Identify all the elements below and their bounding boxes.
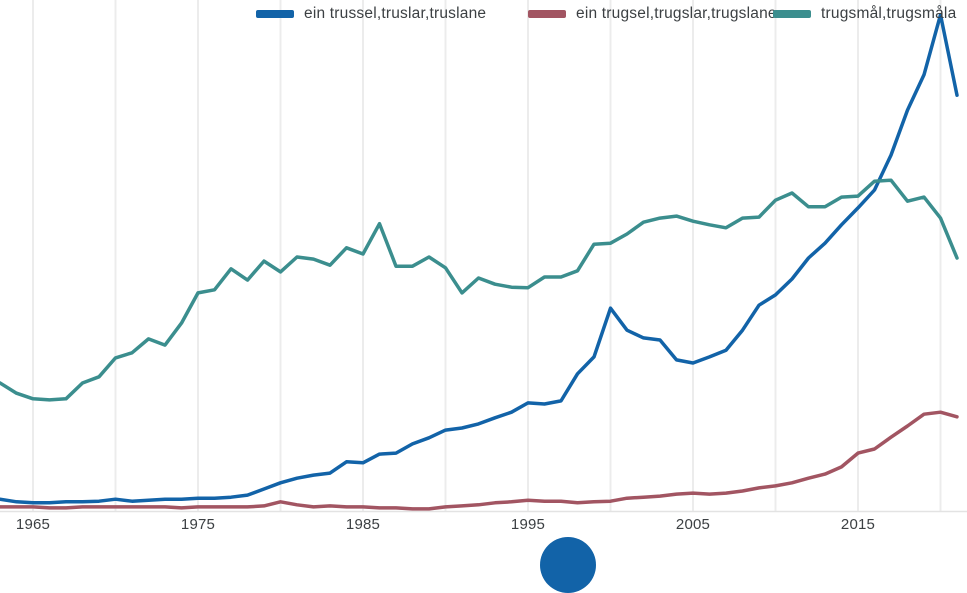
legend-label: ein trugsel,trugslar,trugslane bbox=[576, 5, 777, 22]
x-axis-tick-label: 1965 bbox=[15, 516, 51, 533]
legend-swatch-icon bbox=[528, 10, 566, 18]
series-line-0[interactable] bbox=[0, 13, 959, 505]
x-axis-tick-label: 2005 bbox=[675, 516, 711, 533]
legend-item-trugsmal[interactable]: trugsmål,trugsmåla bbox=[773, 4, 956, 24]
x-axis-tick-label: 1995 bbox=[510, 516, 546, 533]
series-line-2[interactable] bbox=[0, 178, 959, 402]
fab-button[interactable] bbox=[540, 537, 596, 593]
chart-canvas[interactable] bbox=[0, 0, 967, 541]
legend-swatch-icon bbox=[256, 10, 294, 18]
x-axis-tick-label: 1985 bbox=[345, 516, 381, 533]
legend-item-trugsel[interactable]: ein trugsel,trugslar,trugslane bbox=[528, 4, 777, 24]
legend-item-trussel[interactable]: ein trussel,truslar,truslane bbox=[256, 4, 486, 24]
x-axis-tick-label: 2015 bbox=[840, 516, 876, 533]
series-line-1[interactable] bbox=[0, 410, 959, 511]
x-axis-tick-label: 1975 bbox=[180, 516, 216, 533]
legend-label: trugsmål,trugsmåla bbox=[821, 5, 957, 22]
legend-swatch-icon bbox=[773, 10, 811, 18]
legend-label: ein trussel,truslar,truslane bbox=[304, 5, 487, 22]
